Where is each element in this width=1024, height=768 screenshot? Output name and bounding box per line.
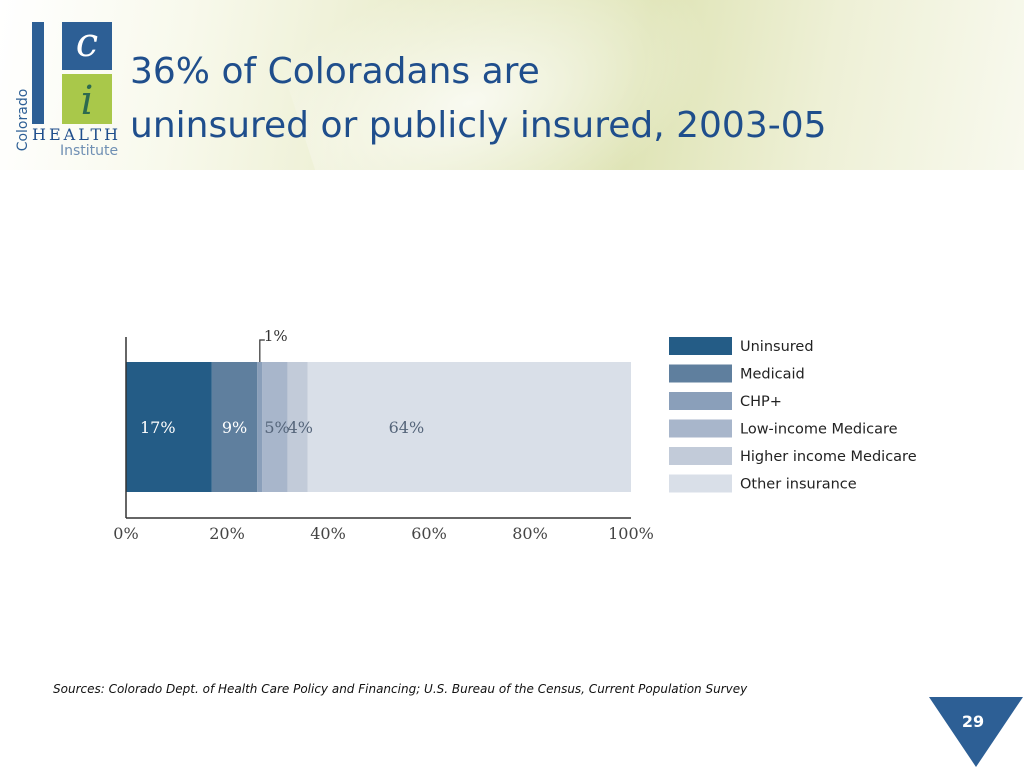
- stacked-bar-chart: 17% 9% 1% 5%4% 64% 0% 20% 40% 60% 80% 100% Uninsu…: [113, 327, 917, 543]
- bar-segments: [126, 362, 631, 492]
- slide-title: 36% of Coloradans are uninsured or publi…: [130, 45, 1010, 153]
- colorado-health-institute-logo: Colorado c i HEALTH Institute: [10, 20, 130, 162]
- legend-swatch-medicaid: [669, 364, 732, 383]
- logo-bottom-block: [62, 74, 112, 124]
- slide-title-line-1: 36% of Coloradans are: [130, 51, 540, 92]
- slide-title-line-2: uninsured or publicly insured, 2003-05: [130, 105, 827, 146]
- legend-swatch-higher-income-medicare: [669, 447, 732, 465]
- legend-swatch-chp-: [669, 392, 732, 410]
- legend-swatch-other-insurance: [669, 474, 732, 493]
- bar-segment-chp-: [257, 362, 263, 492]
- bar-label-low-income-medicare: 5%: [264, 418, 289, 437]
- legend-label-chp-: CHP+: [740, 394, 782, 410]
- bar-label-other-insurance: 64%: [389, 418, 425, 437]
- bar-segment-medicaid: [211, 362, 258, 492]
- bar-label-medicaid: 9%: [222, 418, 247, 437]
- bar-segment-uninsured: [126, 362, 212, 492]
- page-marker-triangle: [929, 697, 1023, 767]
- x-tick-label-4: 80%: [512, 524, 548, 543]
- legend-label-higher-income-medicare: Higher income Medicare: [740, 449, 917, 465]
- x-tick-label-3: 60%: [411, 524, 447, 543]
- bar-label-uninsured: 17%: [140, 418, 176, 437]
- x-axis-ticks: 0% 20% 40% 60% 80% 100%: [113, 524, 654, 543]
- legend-label-other-insurance: Other insurance: [740, 477, 857, 493]
- logo-word-institute: Institute: [60, 143, 119, 159]
- chart-axes: [125, 337, 631, 519]
- legend-label-uninsured: Uninsured: [740, 339, 814, 355]
- x-tick-label-1: 20%: [209, 524, 245, 543]
- logo-letter-c: c: [75, 20, 99, 66]
- logo-left-bar: [32, 22, 44, 124]
- logo-letter-i: i: [80, 78, 94, 124]
- logo-word-health: HEALTH: [32, 125, 122, 144]
- bar-callout-chp-: [259, 339, 265, 362]
- page-marker: [929, 697, 1023, 767]
- legend-swatch-low-income-medicare: [669, 419, 732, 438]
- bar-segment-higher-income-medicare: [287, 362, 308, 492]
- logo-word-colorado: Colorado: [15, 88, 31, 152]
- bar-label-chp-: 1%: [264, 327, 288, 345]
- bar-value-labels: 17% 9% 1% 5%4% 64%: [140, 327, 424, 437]
- legend-swatch-uninsured: [669, 337, 732, 355]
- x-tick-label-5: 100%: [608, 524, 654, 543]
- sources-note: Sources: Colorado Dept. of Health Care P…: [53, 682, 748, 696]
- legend-label-medicaid: Medicaid: [740, 367, 805, 383]
- logo-top-block: [62, 22, 112, 70]
- page-number: 29: [961, 712, 985, 731]
- legend-label-low-income-medicare: Low-income Medicare: [740, 422, 898, 438]
- chart-legend: Uninsured Medicaid CHP+ Low-income Medicare…: [669, 337, 917, 493]
- logo-blocks: [32, 22, 112, 124]
- x-tick-label-2: 40%: [310, 524, 346, 543]
- bar-segment-low-income-medicare: [262, 362, 288, 492]
- x-tick-label-0: 0%: [113, 524, 138, 543]
- bar-label-higher-income-medicare: 4%: [288, 418, 313, 437]
- bar-segment-other-insurance: [307, 362, 631, 492]
- header-band: [0, 0, 1024, 170]
